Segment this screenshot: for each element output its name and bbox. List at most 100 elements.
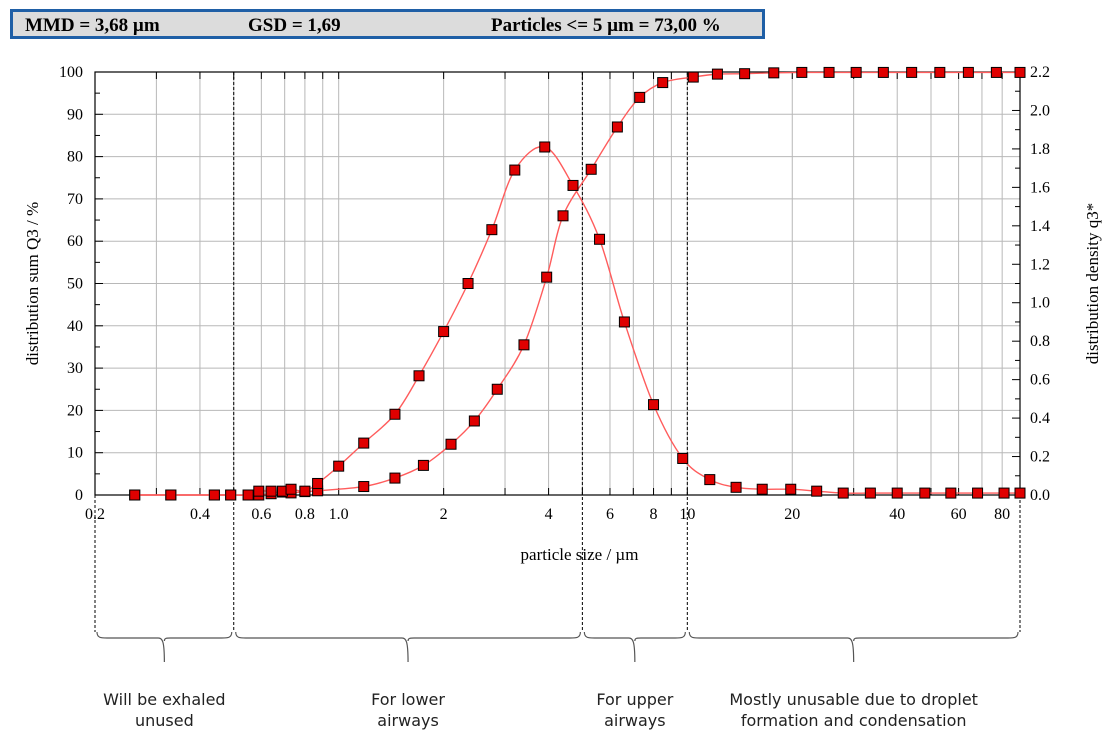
region-label-line1: Mostly unusable due to droplet (729, 690, 978, 709)
data-point (704, 474, 716, 486)
x-tick-label: 8 (650, 506, 658, 523)
x-tick-label: 80 (994, 506, 1010, 523)
data-point (285, 483, 297, 495)
region-label-line1: For upper (596, 690, 674, 709)
data-point (972, 487, 984, 499)
data-point (711, 68, 723, 80)
x-tick-label: 10 (679, 506, 695, 523)
data-point (486, 224, 498, 236)
y-right-tick-label: 0.2 (1030, 449, 1050, 466)
y-right-tick-label: 1.2 (1030, 256, 1050, 273)
data-point (677, 452, 689, 464)
data-point (389, 408, 401, 420)
data-point (265, 485, 277, 497)
data-point (567, 179, 579, 191)
x-tick-label: 4 (545, 506, 553, 523)
data-point (358, 437, 370, 449)
data-point (1014, 487, 1026, 499)
data-point (906, 66, 918, 78)
y-left-tick-label: 40 (67, 318, 83, 335)
data-point (648, 399, 660, 411)
data-point (468, 415, 480, 427)
x-axis-label: particle size / µm (521, 545, 639, 564)
data-point (611, 121, 623, 133)
data-point (299, 485, 311, 497)
data-point (850, 66, 862, 78)
data-point (509, 164, 521, 176)
x-tick-label: 2 (440, 506, 448, 523)
x-tick-label: 0.4 (190, 506, 210, 523)
data-point (962, 66, 974, 78)
data-point (389, 472, 401, 484)
y-right-tick-label: 2.2 (1030, 64, 1050, 81)
data-point (445, 438, 457, 450)
data-point (518, 339, 530, 351)
x-tick-labels: 0.2 0.4 0.6 0.8 1.0 2 4 6 8 10 20 40 60 80 (85, 506, 1010, 523)
data-point (129, 489, 141, 501)
data-point (417, 459, 429, 471)
mmd-value: MMD = 3,68 µm (25, 15, 160, 36)
fraction-value: Particles <= 5 µm = 73,00 % (491, 15, 721, 36)
x-tick-label: 0.2 (85, 506, 105, 523)
data-point (823, 66, 835, 78)
region-label-line2: formation and condensation (740, 711, 967, 730)
y-left-tick-label: 50 (67, 276, 83, 293)
y-left-tick-label: 10 (67, 445, 83, 462)
y-left-tick-label: 80 (67, 149, 83, 166)
y-right-tick-label: 0.0 (1030, 487, 1050, 504)
region-dividers (94, 72, 1021, 632)
data-point (462, 278, 474, 289)
data-point (919, 487, 931, 499)
data-point (756, 483, 768, 495)
data-point (541, 271, 553, 283)
data-point (891, 487, 903, 499)
y-right-tick-label: 0.8 (1030, 333, 1050, 350)
region-bracket (688, 631, 1019, 663)
y-right-axis-label: distribution density q3* (1083, 203, 1102, 365)
y-left-tick-label: 20 (67, 402, 83, 419)
region-label: For lower airways (238, 689, 578, 731)
data-point (730, 481, 742, 493)
data-point (837, 487, 849, 499)
data-point (657, 77, 669, 89)
x-tick-label: 40 (889, 506, 905, 523)
data-point (242, 489, 254, 501)
gsd-value: GSD = 1,69 (248, 15, 341, 36)
y-right-tick-labels: 0.0 0.2 0.4 0.6 0.8 1.0 1.2 1.4 1.6 1.8 2.0 2.2 (1030, 64, 1050, 504)
data-point (594, 233, 606, 245)
x-tick-label: 0.8 (295, 506, 315, 523)
y-right-tick-label: 2.0 (1030, 102, 1050, 119)
region-label-line2: unused (134, 711, 194, 730)
y-right-tick-label: 0.6 (1030, 372, 1050, 389)
y-left-tick-label: 0 (75, 487, 83, 504)
region-brackets (96, 631, 1019, 663)
x-tick-label: 60 (951, 506, 967, 523)
data-point (491, 383, 503, 395)
data-point (557, 210, 569, 222)
data-point (165, 489, 177, 501)
y-right-tick-label: 1.0 (1030, 295, 1050, 312)
data-point (634, 91, 646, 103)
region-label: For upper airways (465, 689, 805, 731)
data-point (413, 370, 425, 382)
region-bracket (235, 631, 581, 663)
data-point (877, 66, 889, 78)
y-left-tick-label: 70 (67, 191, 83, 208)
x-tick-label: 1.0 (329, 506, 349, 523)
y-right-tick-label: 0.4 (1030, 410, 1050, 427)
data-point (990, 66, 1002, 78)
region-label: Mostly unusable due to droplet formation … (684, 689, 1024, 731)
data-point (768, 67, 780, 79)
x-tick-label: 6 (606, 506, 614, 523)
data-point (945, 487, 957, 499)
data-point (739, 68, 751, 80)
y-right-tick-label: 1.6 (1030, 179, 1050, 196)
data-point (333, 460, 345, 472)
region-bracket (583, 631, 686, 663)
y-left-tick-label: 60 (67, 233, 83, 250)
y-left-axis-label: distribution sum Q3 / % (23, 202, 42, 365)
y-left-tick-label: 100 (59, 64, 83, 81)
y-right-tick-label: 1.4 (1030, 218, 1050, 235)
data-point (585, 163, 597, 175)
